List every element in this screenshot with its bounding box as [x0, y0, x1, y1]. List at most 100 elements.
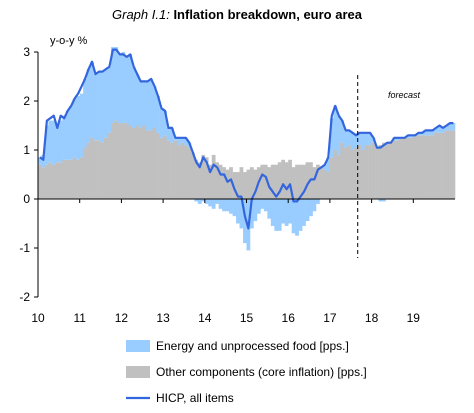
energy-bar [156, 96, 160, 133]
core-bar [371, 142, 376, 199]
energy-bar [441, 127, 445, 133]
core-bar [361, 150, 365, 199]
core-bar [107, 132, 112, 199]
core-bar [451, 130, 456, 199]
core-bar [121, 123, 126, 199]
energy-bar [448, 123, 452, 131]
energy-bar [65, 110, 70, 160]
energy-bar [298, 199, 303, 231]
energy-bar [361, 132, 365, 150]
energy-bar [114, 47, 119, 121]
core-bar [76, 159, 81, 199]
core-bar [222, 167, 226, 199]
x-tick-label: 14 [198, 311, 212, 325]
core-bar [277, 162, 282, 199]
energy-bar [62, 115, 67, 160]
energy-bar [270, 199, 275, 226]
energy-bar [225, 199, 230, 212]
core-bar [145, 130, 150, 199]
energy-bar [180, 137, 185, 143]
core-bar [253, 169, 258, 199]
x-tick-label: 16 [282, 311, 296, 325]
core-bar [225, 169, 230, 199]
energy-bar [267, 199, 272, 219]
energy-bar [163, 110, 167, 136]
core-bar [55, 162, 60, 199]
energy-bar [288, 199, 292, 224]
core-bar [194, 159, 199, 199]
energy-bar [291, 199, 296, 234]
core-bar [263, 164, 268, 199]
energy-bar [239, 199, 244, 229]
core-bar [392, 140, 397, 199]
core-bar [93, 140, 98, 199]
energy-bar [107, 66, 112, 133]
energy-bar [437, 125, 442, 133]
core-bar [69, 159, 74, 199]
x-tick-label: 11 [73, 311, 86, 325]
energy-bar [322, 164, 327, 170]
energy-bar [72, 98, 77, 158]
chart-title-prefix: Graph I.1: [112, 7, 170, 22]
energy-bar [110, 47, 115, 124]
core-bar [382, 142, 386, 199]
y-tick-label: -1 [19, 241, 30, 255]
core-bar [51, 164, 56, 199]
legend: Energy and unprocessed food [pps.] Other … [126, 339, 367, 405]
core-bar [138, 127, 143, 199]
x-tick-label: 10 [31, 311, 45, 325]
energy-bar [201, 199, 206, 202]
legend-label: Energy and unprocessed food [pps.] [156, 339, 349, 353]
energy-bar [347, 130, 352, 146]
core-bar [131, 127, 136, 199]
energy-bar [326, 157, 331, 173]
core-bar [274, 164, 279, 199]
x-tick-label: 12 [115, 311, 129, 325]
energy-bar [420, 132, 425, 136]
chart-title-main: Inflation breakdown, euro area [173, 7, 362, 22]
energy-bar [423, 130, 428, 136]
core-bar [368, 145, 372, 199]
energy-bar [329, 118, 334, 158]
core-bar [211, 154, 216, 199]
core-bar [267, 167, 272, 199]
energy-bar [284, 199, 289, 226]
core-bar [97, 140, 101, 199]
core-bar [375, 147, 379, 199]
y-tick-label: 3 [23, 45, 30, 59]
energy-bar [430, 130, 435, 136]
core-bar [218, 164, 223, 199]
energy-bar [357, 132, 362, 146]
core-bar [420, 135, 425, 199]
legend-swatch [126, 340, 150, 352]
core-bar [316, 164, 320, 199]
energy-bar [41, 154, 46, 168]
core-bar [434, 132, 438, 199]
core-bar [343, 147, 348, 199]
core-bar [229, 167, 233, 199]
core-bar [83, 147, 87, 199]
core-bar [135, 125, 140, 199]
core-bar [281, 159, 286, 199]
line-layer [39, 48, 454, 230]
x-tick-label: 13 [156, 311, 170, 325]
energy-bar [302, 199, 306, 226]
core-bar [128, 125, 133, 199]
core-bar [124, 123, 129, 199]
core-bar [312, 167, 317, 199]
energy-bar [194, 199, 199, 202]
energy-bar [249, 199, 254, 229]
energy-bar [354, 135, 358, 148]
core-bar [243, 172, 247, 199]
energy-bar [274, 199, 279, 231]
x-tick-label: 19 [407, 311, 421, 325]
core-bar [90, 137, 94, 199]
energy-bar [145, 81, 150, 131]
core-bar [260, 164, 265, 199]
core-bar [86, 142, 91, 199]
forecast-annotation: forecast [388, 90, 421, 100]
energy-bar [208, 199, 213, 207]
energy-bar [90, 61, 94, 138]
energy-bar [100, 71, 105, 143]
